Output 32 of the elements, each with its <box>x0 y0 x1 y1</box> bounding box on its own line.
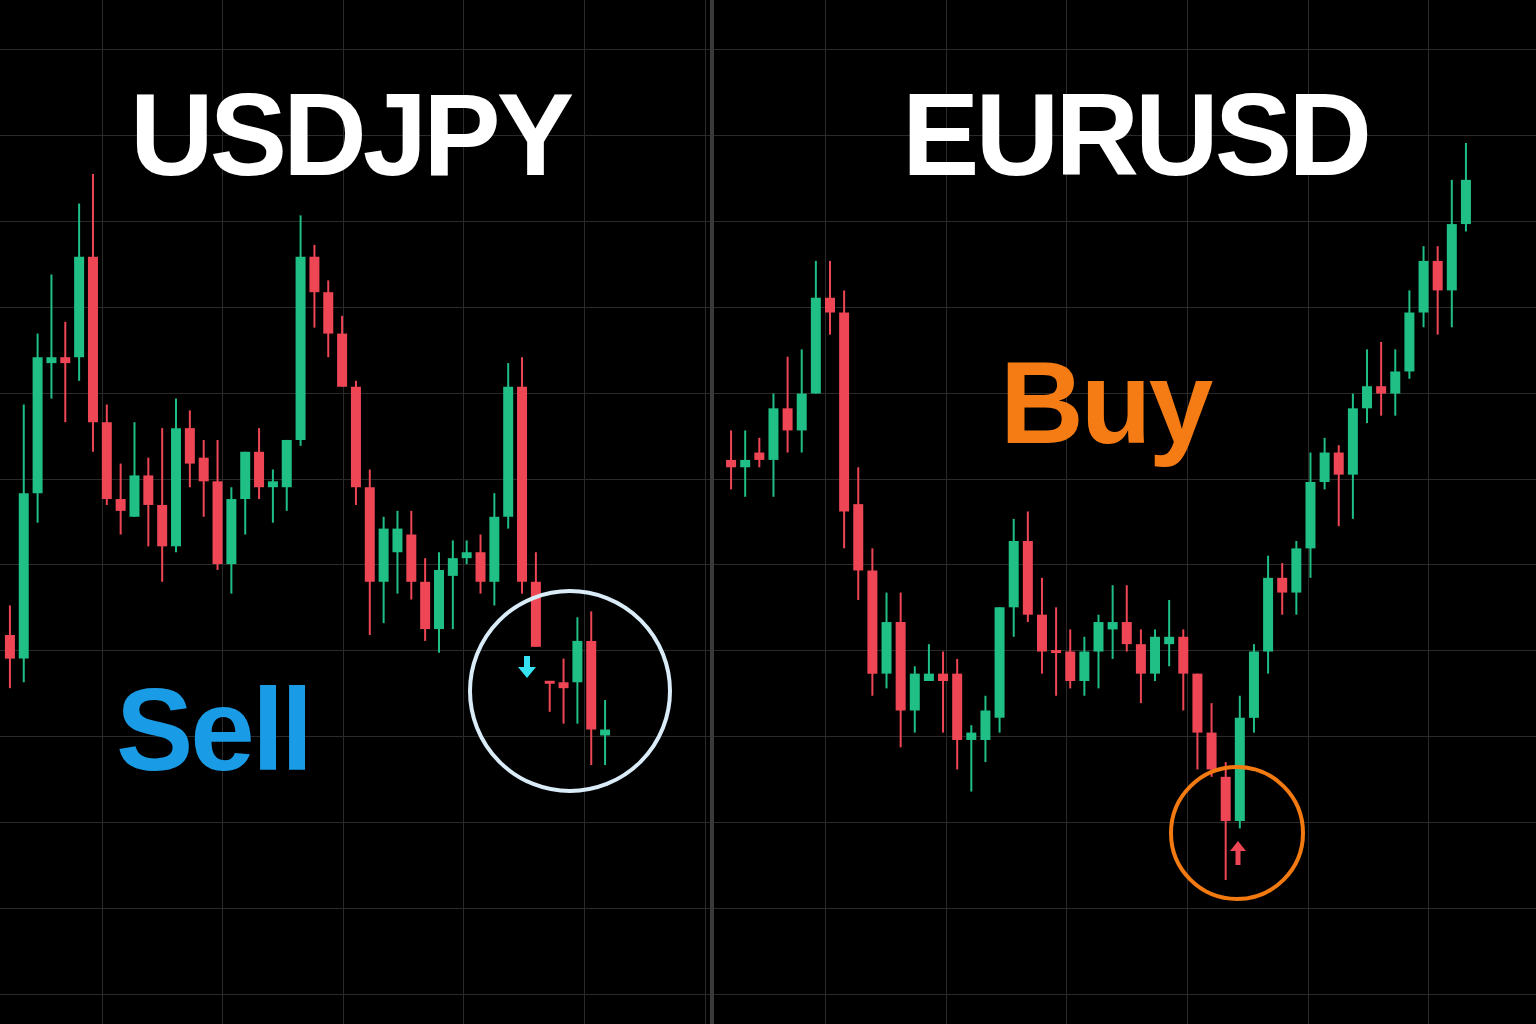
candlestick <box>726 429 737 491</box>
candlestick <box>1164 598 1175 668</box>
chart-title: EURUSD <box>902 70 1368 200</box>
candlestick <box>267 468 278 524</box>
candlestick <box>740 429 751 498</box>
candlestick <box>198 438 209 518</box>
candlestick <box>60 320 71 424</box>
candlestick <box>544 680 555 713</box>
annotation: Sell <box>116 665 311 795</box>
candlestick <box>966 724 977 793</box>
candlestick <box>938 650 949 734</box>
candlestick <box>461 539 472 566</box>
chart-title: USDJPY <box>129 70 571 200</box>
candlestick <box>1390 348 1401 417</box>
candlestick <box>1333 444 1344 528</box>
candlestick <box>1362 348 1373 425</box>
candlestick <box>1277 562 1288 616</box>
candlestick <box>782 355 793 454</box>
candlestick <box>824 259 835 336</box>
candlestick <box>447 539 458 631</box>
candlestick <box>1051 606 1062 697</box>
candlestick <box>115 462 126 536</box>
candlestick <box>46 273 57 400</box>
candlestick <box>1107 584 1118 660</box>
candlestick <box>754 436 765 469</box>
candlestick <box>1376 340 1387 417</box>
annotation: Buy <box>1000 338 1211 468</box>
candlestick <box>4 604 15 690</box>
candlestick <box>923 643 934 683</box>
candlestick <box>558 657 569 725</box>
candlestick <box>1121 584 1132 653</box>
candlestick <box>392 509 403 595</box>
